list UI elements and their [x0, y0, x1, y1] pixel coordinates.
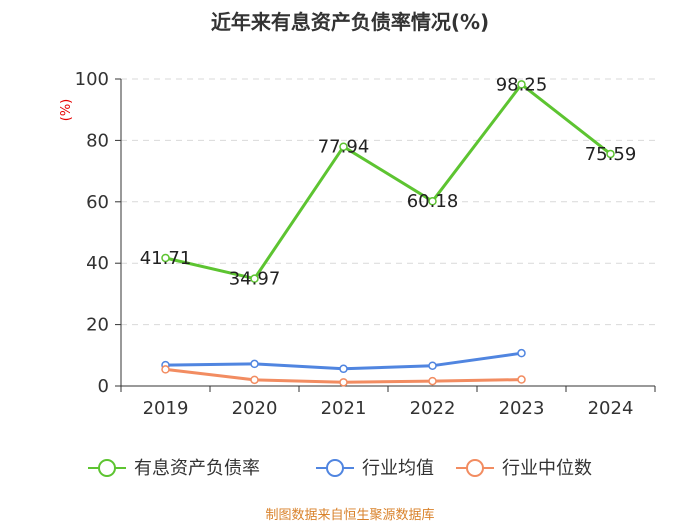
data-point[interactable] — [606, 149, 615, 159]
data-point[interactable] — [339, 378, 348, 387]
data-label: 34.97 — [229, 269, 281, 290]
x-tick-label: 2024 — [588, 398, 634, 419]
data-point[interactable] — [428, 196, 437, 206]
y-tick-label: 100 — [75, 69, 109, 90]
data-point[interactable] — [517, 80, 526, 89]
legend-item[interactable]: 行业中位数 — [456, 458, 592, 479]
x-tick-label: 2019 — [143, 398, 189, 419]
data-label: 60.18 — [407, 191, 459, 212]
y-tick-label: 40 — [86, 253, 109, 274]
data-label: 77.94 — [318, 137, 370, 158]
x-tick-label: 2021 — [321, 398, 367, 419]
legend-marker — [98, 459, 116, 477]
data-point[interactable] — [339, 142, 348, 151]
data-labels: 41.71 34.97 77.94 60.18 98.25 75.59 — [140, 74, 637, 289]
y-tick-label: 80 — [86, 130, 109, 151]
x-tick-label: 2022 — [410, 398, 456, 419]
data-point[interactable] — [339, 364, 348, 374]
y-tick-label: 20 — [86, 315, 109, 336]
gridlines — [121, 78, 655, 326]
data-point[interactable] — [517, 348, 526, 358]
legend-marker — [466, 459, 484, 477]
legend-label: 行业中位数 — [502, 458, 592, 479]
x-tick-label: 2020 — [232, 398, 278, 419]
legend-item[interactable]: 有息资产负债率 — [88, 458, 260, 479]
axes: 0 20 40 60 80 100 2019 2020 2021 2022 2023 2024 — [75, 69, 656, 419]
data-point[interactable] — [250, 274, 259, 283]
y-tick-label: 60 — [86, 192, 109, 213]
legend-marker — [326, 459, 344, 477]
chart-title: 近年来有息资产负债率情况(%) — [211, 10, 489, 34]
legend-item[interactable]: 行业均值 — [316, 458, 434, 479]
data-label: 41.71 — [140, 248, 192, 269]
data-label: 75.59 — [585, 144, 637, 165]
data-point[interactable] — [428, 361, 437, 370]
series-layer — [161, 80, 615, 387]
y-axis-label: (%) — [59, 99, 74, 122]
legend-label: 行业均值 — [362, 458, 434, 479]
legend[interactable]: 有息资产负债率 行业均值 行业中位数 — [88, 458, 592, 479]
data-point[interactable] — [250, 359, 259, 369]
y-tick-label: 0 — [98, 376, 109, 397]
x-tick-label: 2023 — [499, 398, 545, 419]
legend-label: 有息资产负债率 — [134, 458, 260, 479]
data-point[interactable] — [517, 375, 526, 384]
data-label: 98.25 — [496, 74, 548, 95]
data-point[interactable] — [161, 365, 170, 374]
source-note: 制图数据来自恒生聚源数据库 — [265, 507, 434, 523]
data-point[interactable] — [161, 253, 170, 263]
data-point[interactable] — [428, 376, 437, 386]
series-line — [165, 82, 612, 281]
data-point[interactable] — [250, 375, 259, 385]
